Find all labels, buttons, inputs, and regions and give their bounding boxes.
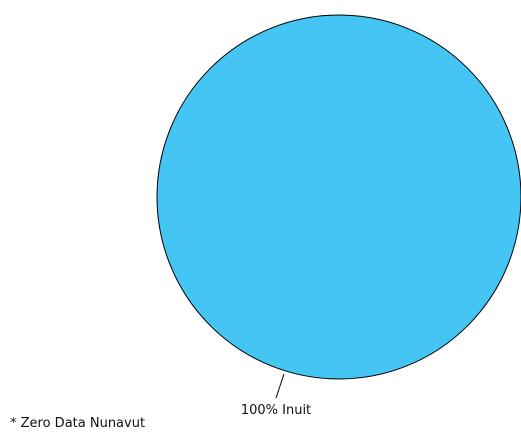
pie-slice-0 (156, 14, 521, 380)
slice-label-leader-line (275, 373, 285, 399)
slice-label-inuit: 100% Inuit (241, 403, 311, 418)
pie-slices (156, 14, 521, 380)
footnote: * Zero Data Nunavut (10, 416, 146, 431)
